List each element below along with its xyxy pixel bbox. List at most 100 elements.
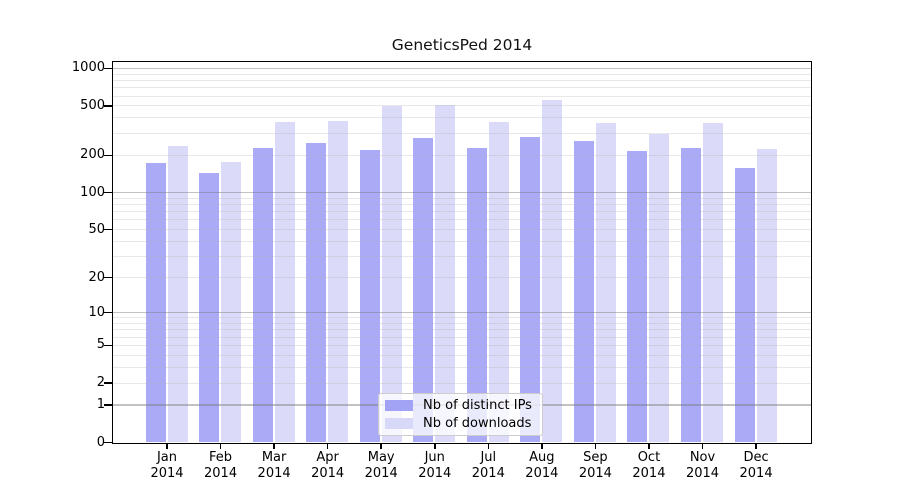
y-tick-mark-50 — [104, 228, 112, 231]
y-tick-mark-5 — [104, 344, 112, 347]
x-tick-mark-jan — [166, 444, 168, 449]
x-tick-mark-jun — [434, 444, 436, 449]
gridline-minor-500 — [113, 105, 811, 107]
y-tick-label-1000: 1000 — [71, 60, 105, 76]
legend-item-distinct-ips: Nb of distinct IPs — [385, 397, 536, 415]
gridline-minor-700 — [113, 87, 811, 89]
legend-label-downloads: Nb of downloads — [423, 415, 532, 431]
gridline-minor-60 — [113, 219, 811, 221]
gridline-major-100 — [113, 192, 811, 194]
x-tick-mark-sep — [594, 444, 597, 449]
gridline-minor-4 — [113, 354, 811, 356]
bar-distinct-ips-jan — [145, 162, 166, 442]
gridline-minor-800 — [113, 80, 811, 81]
y-tick-label-5: 5 — [96, 337, 105, 353]
legend-label-distinct-ips: Nb of distinct IPs — [423, 398, 532, 414]
gridline-minor-3 — [113, 366, 811, 368]
x-tick-label-nov: Nov 2014 — [685, 450, 720, 481]
bar-downloads-jul — [488, 121, 509, 442]
gridline-minor-200 — [113, 154, 811, 156]
gridline-minor-300 — [113, 133, 811, 134]
y-tick-mark-10 — [104, 311, 112, 314]
plot-area — [112, 61, 812, 444]
y-tick-label-10: 10 — [88, 304, 105, 320]
x-tick-mark-feb — [219, 444, 222, 449]
bar-distinct-ips-feb — [199, 172, 220, 442]
x-tick-label-sep: Sep 2014 — [578, 450, 612, 481]
bar-distinct-ips-oct — [627, 150, 648, 442]
bar-downloads-jan — [167, 145, 188, 442]
y-tick-mark-200 — [104, 154, 112, 157]
bar-downloads-aug — [542, 99, 563, 442]
y-tick-label-20: 20 — [88, 269, 105, 285]
downloads-swatch — [385, 417, 413, 429]
bar-downloads-feb — [221, 161, 242, 442]
gridline-minor-70 — [113, 211, 811, 213]
bar-distinct-ips-nov — [681, 147, 701, 442]
x-tick-label-jul: Jul 2014 — [471, 450, 505, 481]
bar-distinct-ips-jun — [413, 137, 434, 442]
x-tick-mark-jul — [487, 444, 490, 449]
bar-distinct-ips-mar — [252, 147, 273, 442]
gridline-minor-80 — [113, 204, 811, 206]
bar-distinct-ips-apr — [306, 142, 327, 442]
gridline-minor-40 — [113, 240, 811, 242]
gridline-minor-2 — [113, 382, 811, 384]
y-tick-label-50: 50 — [88, 221, 105, 237]
x-tick-label-apr: Apr 2014 — [311, 450, 345, 481]
y-tick-mark-1 — [104, 404, 112, 406]
y-tick-mark-500 — [104, 105, 112, 107]
x-tick-mark-oct — [648, 444, 650, 449]
x-tick-mark-apr — [326, 444, 329, 449]
bar-distinct-ips-may — [359, 149, 380, 442]
gridline-minor-7 — [113, 329, 811, 331]
y-tick-label-100: 100 — [80, 184, 105, 200]
chart-title: GeneticsPed 2014 — [391, 36, 533, 54]
gridline-minor-400 — [113, 117, 811, 119]
distinct-ips-swatch — [385, 400, 413, 412]
bar-downloads-jun — [435, 104, 456, 442]
bar-downloads-oct — [649, 133, 670, 442]
bar-downloads-apr — [328, 120, 349, 442]
gridline-minor-50 — [113, 229, 811, 231]
y-tick-mark-20 — [104, 276, 112, 279]
y-tick-mark-100 — [104, 191, 112, 194]
gridline-minor-8 — [113, 323, 811, 325]
x-tick-mark-may — [380, 444, 382, 449]
x-tick-label-oct: Oct 2014 — [632, 450, 666, 481]
gridline-minor-5 — [113, 344, 811, 346]
y-tick-mark-0 — [104, 441, 112, 444]
gridline-minor-6 — [113, 336, 811, 338]
gridline-minor-600 — [113, 95, 811, 97]
legend-item-downloads: Nb of downloads — [385, 415, 536, 433]
gridline-minor-900 — [113, 73, 811, 75]
bar-downloads-dec — [756, 148, 777, 442]
gridline-minor-9 — [113, 317, 811, 319]
x-tick-label-aug: Aug 2014 — [525, 450, 559, 481]
x-tick-label-jun: Jun 2014 — [418, 450, 452, 481]
bar-downloads-may — [381, 105, 402, 442]
y-tick-label-2: 2 — [96, 375, 105, 391]
x-tick-mark-aug — [541, 444, 543, 449]
x-tick-label-may: May 2014 — [364, 450, 398, 481]
bar-downloads-mar — [274, 121, 295, 442]
gridline-minor-90 — [113, 197, 811, 199]
gridline-minor-20 — [113, 277, 811, 279]
bar-distinct-ips-sep — [573, 141, 594, 442]
gridline-major-10 — [113, 312, 811, 314]
y-tick-mark-1000 — [104, 67, 112, 70]
y-tick-label-0: 0 — [96, 434, 105, 450]
x-tick-label-dec: Dec 2014 — [739, 450, 773, 481]
x-tick-mark-mar — [273, 444, 275, 449]
y-tick-label-1: 1 — [96, 396, 105, 412]
x-tick-label-jan: Jan 2014 — [150, 450, 184, 481]
bar-downloads-nov — [703, 122, 723, 442]
bar-distinct-ips-aug — [520, 136, 541, 442]
gridline-minor-30 — [113, 256, 811, 258]
y-tick-label-200: 200 — [80, 147, 105, 163]
legend: Nb of distinct IPs Nb of downloads — [378, 393, 543, 436]
bar-distinct-ips-dec — [734, 167, 755, 442]
x-tick-mark-dec — [755, 444, 757, 449]
bar-distinct-ips-jul — [466, 147, 487, 442]
